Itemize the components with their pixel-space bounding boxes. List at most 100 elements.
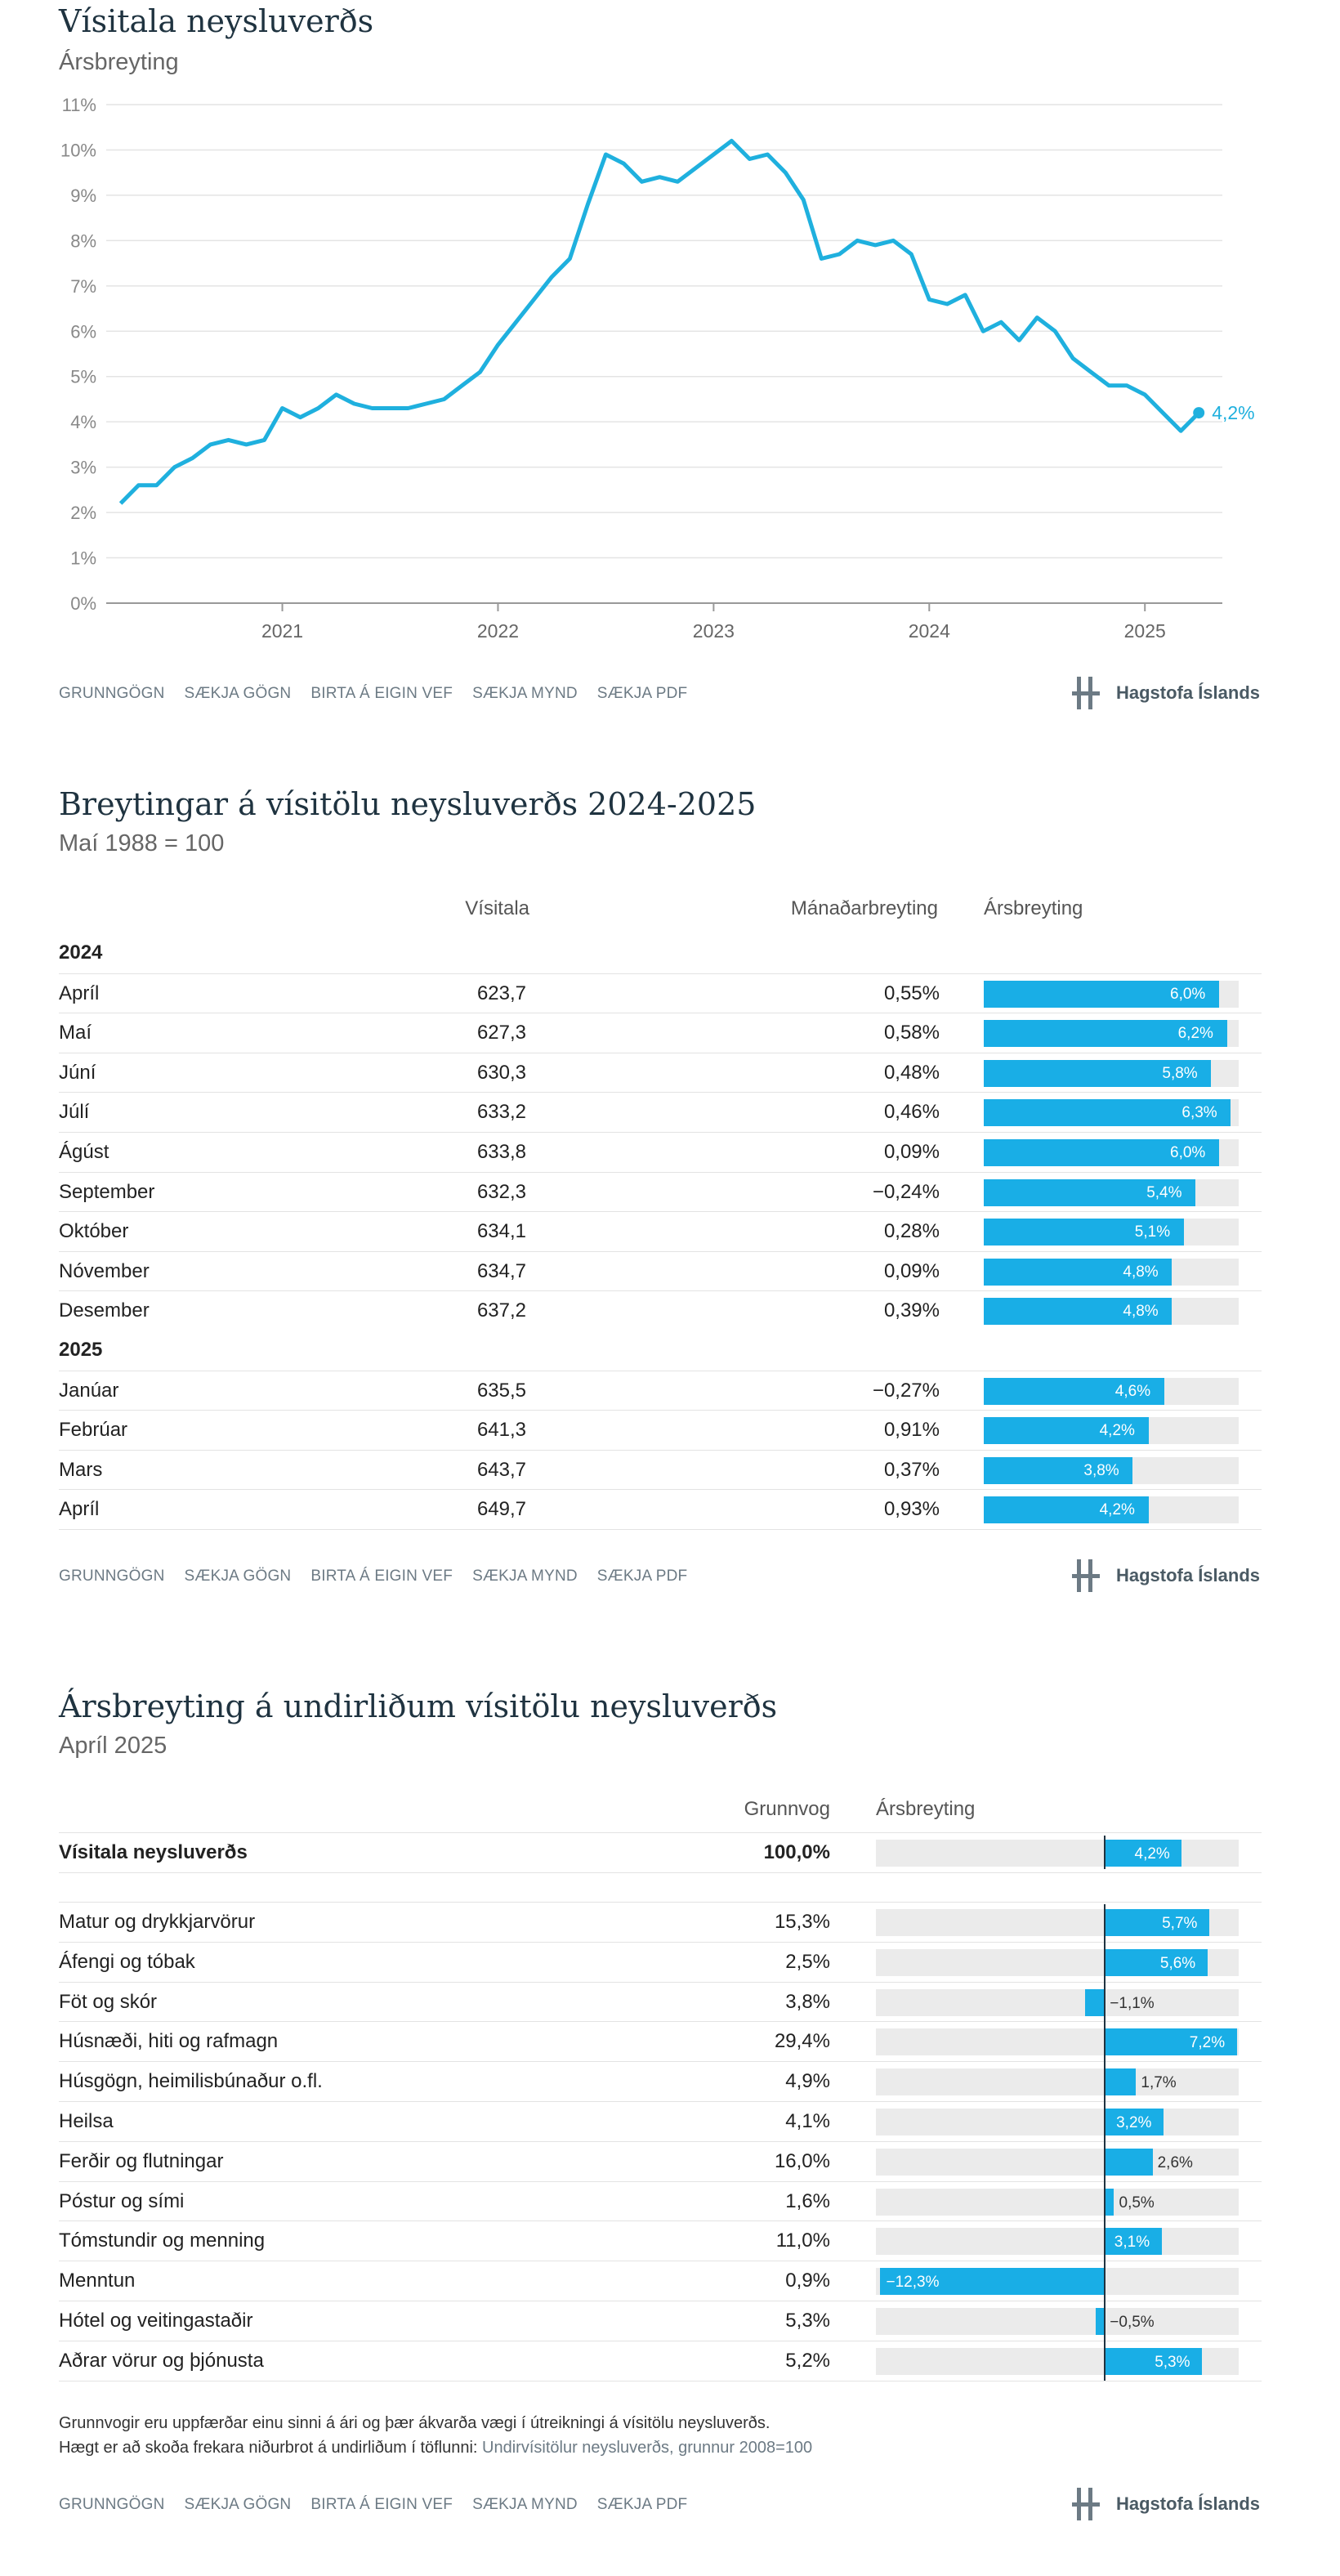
link-saekja-pdf[interactable]: SÆKJA PDF [596,2496,688,2513]
yoy-bar[interactable] [984,1258,1172,1286]
subindex-name: Aðrar vörur og þjónusta [59,2349,264,2372]
yoy-bar[interactable] [984,1139,1219,1166]
yoy-bar[interactable] [984,1377,1164,1405]
subindex-weight: 3,8% [785,1990,830,2013]
link-saekja-pdf[interactable]: SÆKJA PDF [596,1568,688,1585]
link-saekja-pdf[interactable]: SÆKJA PDF [596,685,688,702]
subindex-name: Föt og skór [59,1990,158,2013]
link-grunngogn[interactable]: GRUNNGÖGN [59,1568,165,1585]
yoy-bar-track: 3,8% [984,1456,1239,1484]
yoy-bar-track: 6,3% [984,1099,1239,1127]
subindex-bar-label: 0,5% [1119,2194,1155,2212]
chart2-title: Breytingar á vísitölu neysluverðs 2024-2… [59,786,757,822]
link-saekja-mynd[interactable]: SÆKJA MYND [472,1568,578,1585]
link-saekja-mynd[interactable]: SÆKJA MYND [472,685,578,702]
subindex-bar[interactable] [1105,2068,1137,2096]
yoy-bar[interactable] [984,1496,1149,1524]
link-saekja-mynd[interactable]: SÆKJA MYND [472,2496,578,2513]
subindex-row: Matur og drykkjarvörur 15,3% 5,7% [59,1902,1262,1942]
subindex-bar[interactable] [1105,2109,1164,2135]
brand[interactable]: Hagstofa Íslands [1070,1558,1260,1594]
yoy-bar-track: 4,6% [984,1377,1239,1405]
subindex-bar[interactable] [879,2268,1106,2296]
subindex-weight: 100,0% [763,1841,830,1863]
brand[interactable]: Hagstofa Íslands [1070,675,1260,711]
yoy-bar[interactable] [984,1099,1231,1127]
subindex-row: Tómstundir og menning 11,0% 3,1% [59,2220,1262,2261]
yoy-bar[interactable] [984,1298,1172,1326]
y-tick-label: 3% [70,458,96,478]
col-header-manadarbreyting: Mánaðarbreyting [790,897,938,919]
yoy-bar-label: 4,8% [1123,1303,1159,1321]
link-saekja-gogn[interactable]: SÆKJA GÖGN [184,2496,292,2513]
subindex-bar[interactable] [1096,2308,1106,2335]
subindex-bar-label: 5,6% [1159,1954,1196,1972]
yoy-bar-track: 4,2% [984,1496,1239,1524]
subindex-bar[interactable] [1105,2188,1114,2216]
subindex-bar[interactable] [1105,2228,1162,2256]
last-value-label: 4,2% [1212,402,1254,423]
hagstofa-logo-icon [1070,2486,1103,2522]
yoy-bar[interactable] [984,1059,1212,1087]
note-link-undirvisitolur[interactable]: Undirvísitölur neysluverðs, grunnur 2008… [482,2439,813,2457]
zero-axis-line [1104,1904,1106,2381]
link-saekja-gogn[interactable]: SÆKJA GÖGN [184,1568,292,1585]
subindex-weight: 4,1% [785,2110,830,2132]
x-tick-label: 2021 [261,620,303,642]
row-month: Júní [59,1061,96,1084]
y-tick-label: 1% [70,548,96,569]
table-bottom-border [59,1529,1262,1530]
row-index-value: 623,7 [476,982,526,1004]
subindex-name: Vísitala neysluverðs [59,1841,248,1863]
table-row: Apríl 623,7 0,55% 6,0% [59,973,1262,1013]
subindex-weight: 1,6% [785,2189,830,2212]
row-month: September [59,1180,155,1203]
row-index-value: 627,3 [476,1022,526,1044]
subindex-bar-track: −0,5% [876,2308,1239,2335]
subindex-bar[interactable] [1105,2028,1237,2056]
link-saekja-gogn[interactable]: SÆKJA GÖGN [184,685,292,702]
subindex-weight: 5,2% [785,2349,830,2372]
hagstofa-logo-icon [1070,675,1103,711]
subindex-bar[interactable] [1084,1988,1106,2016]
subindex-bar-label: −1,1% [1110,1994,1155,2012]
line-chart: 0% 1% 2% 3% 4% 5% 6% 7% 8% 9% 10% 11% 2021 2022 2023 20… [60,95,1255,642]
year-group-label: 2025 [59,1339,103,1361]
subindex-bar-track: 5,3% [876,2347,1239,2375]
brand[interactable]: Hagstofa Íslands [1070,2486,1260,2522]
yoy-bar-label: 4,8% [1123,1263,1159,1281]
y-tick-label: 6% [70,321,96,342]
yoy-bar[interactable] [984,1219,1184,1246]
yoy-bar[interactable] [984,1417,1149,1445]
subindex-bar[interactable] [1105,2148,1153,2176]
row-monthly-change: 0,48% [883,1061,940,1084]
yoy-bar[interactable] [984,980,1219,1008]
subindex-row: Ferðir og flutningar 16,0% 2,6% [59,2140,1262,2181]
row-month: Ágúst [59,1141,109,1163]
link-birta-a-eigin-vef[interactable]: BIRTA Á EIGIN VEF [310,685,453,702]
subindex-bar[interactable] [1105,1840,1182,1867]
note-line-2: Hægt er að skoða frekara niðurbrot á und… [59,2435,812,2460]
subindex-bar[interactable] [1105,1909,1210,1936]
x-tick-label: 2025 [1124,620,1166,642]
chart1-subtitle: Ársbreyting [59,49,179,75]
table-section: Breytingar á vísitölu neysluverðs 2024-2… [0,768,1340,1618]
link-birta-a-eigin-vef[interactable]: BIRTA Á EIGIN VEF [310,1568,453,1585]
col-header-arsbreyting: Ársbreyting [984,897,1083,919]
zero-axis-line-total [1104,1836,1106,1869]
link-birta-a-eigin-vef[interactable]: BIRTA Á EIGIN VEF [310,2496,453,2513]
yoy-bar[interactable] [984,1178,1196,1206]
yoy-bar[interactable] [984,1456,1133,1484]
subindex-name: Matur og drykkjarvörur [59,1911,256,1933]
subindex-bar[interactable] [1105,1948,1208,1976]
link-grunngogn[interactable]: GRUNNGÖGN [59,685,165,702]
subindex-name: Póstur og sími [59,2189,185,2212]
link-grunngogn[interactable]: GRUNNGÖGN [59,2496,165,2513]
subindex-bar[interactable] [1105,2347,1203,2375]
row-index-value: 649,7 [476,1498,526,1521]
table-row: Febrúar 641,3 0,91% 4,2% [59,1410,1262,1450]
row-monthly-change: 0,37% [883,1458,940,1481]
yoy-bar[interactable] [984,1020,1227,1048]
row-monthly-change: −0,27% [872,1379,940,1402]
last-data-point[interactable] [1193,407,1205,419]
